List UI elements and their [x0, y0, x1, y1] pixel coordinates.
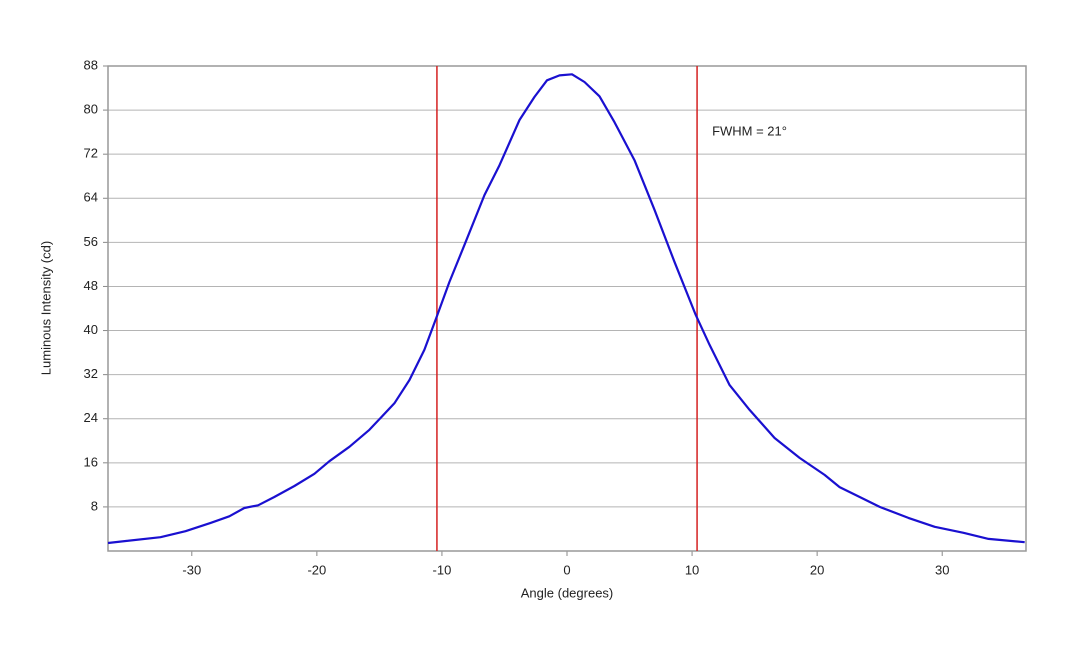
annotation: FWHM = 21°: [712, 123, 787, 138]
x-tick-label: 30: [935, 562, 949, 577]
x-tick-label: -20: [307, 562, 326, 577]
y-tick-label: 32: [84, 366, 98, 381]
x-tick-label: 0: [563, 562, 570, 577]
y-tick-label: 8: [91, 498, 98, 513]
x-axis-label: Angle (degrees): [521, 585, 614, 600]
y-tick-label: 72: [84, 146, 98, 161]
x-tick-label: 10: [685, 562, 699, 577]
x-tick-label: -10: [433, 562, 452, 577]
y-axis-label: Luminous Intensity (cd): [38, 241, 53, 375]
y-tick-label: 24: [84, 410, 98, 425]
y-tick-label: 48: [84, 278, 98, 293]
x-tick-label: 20: [810, 562, 824, 577]
y-tick-label: 40: [84, 322, 98, 337]
y-tick-label: 56: [84, 234, 98, 249]
x-tick-label: -30: [182, 562, 201, 577]
y-tick-label: 16: [84, 454, 98, 469]
y-tick-label: 64: [84, 190, 98, 205]
plot-frame: [107, 65, 1027, 552]
data-line: [107, 73, 1025, 545]
y-tick-label: 88: [84, 57, 98, 72]
y-tick-label: 80: [84, 102, 98, 117]
